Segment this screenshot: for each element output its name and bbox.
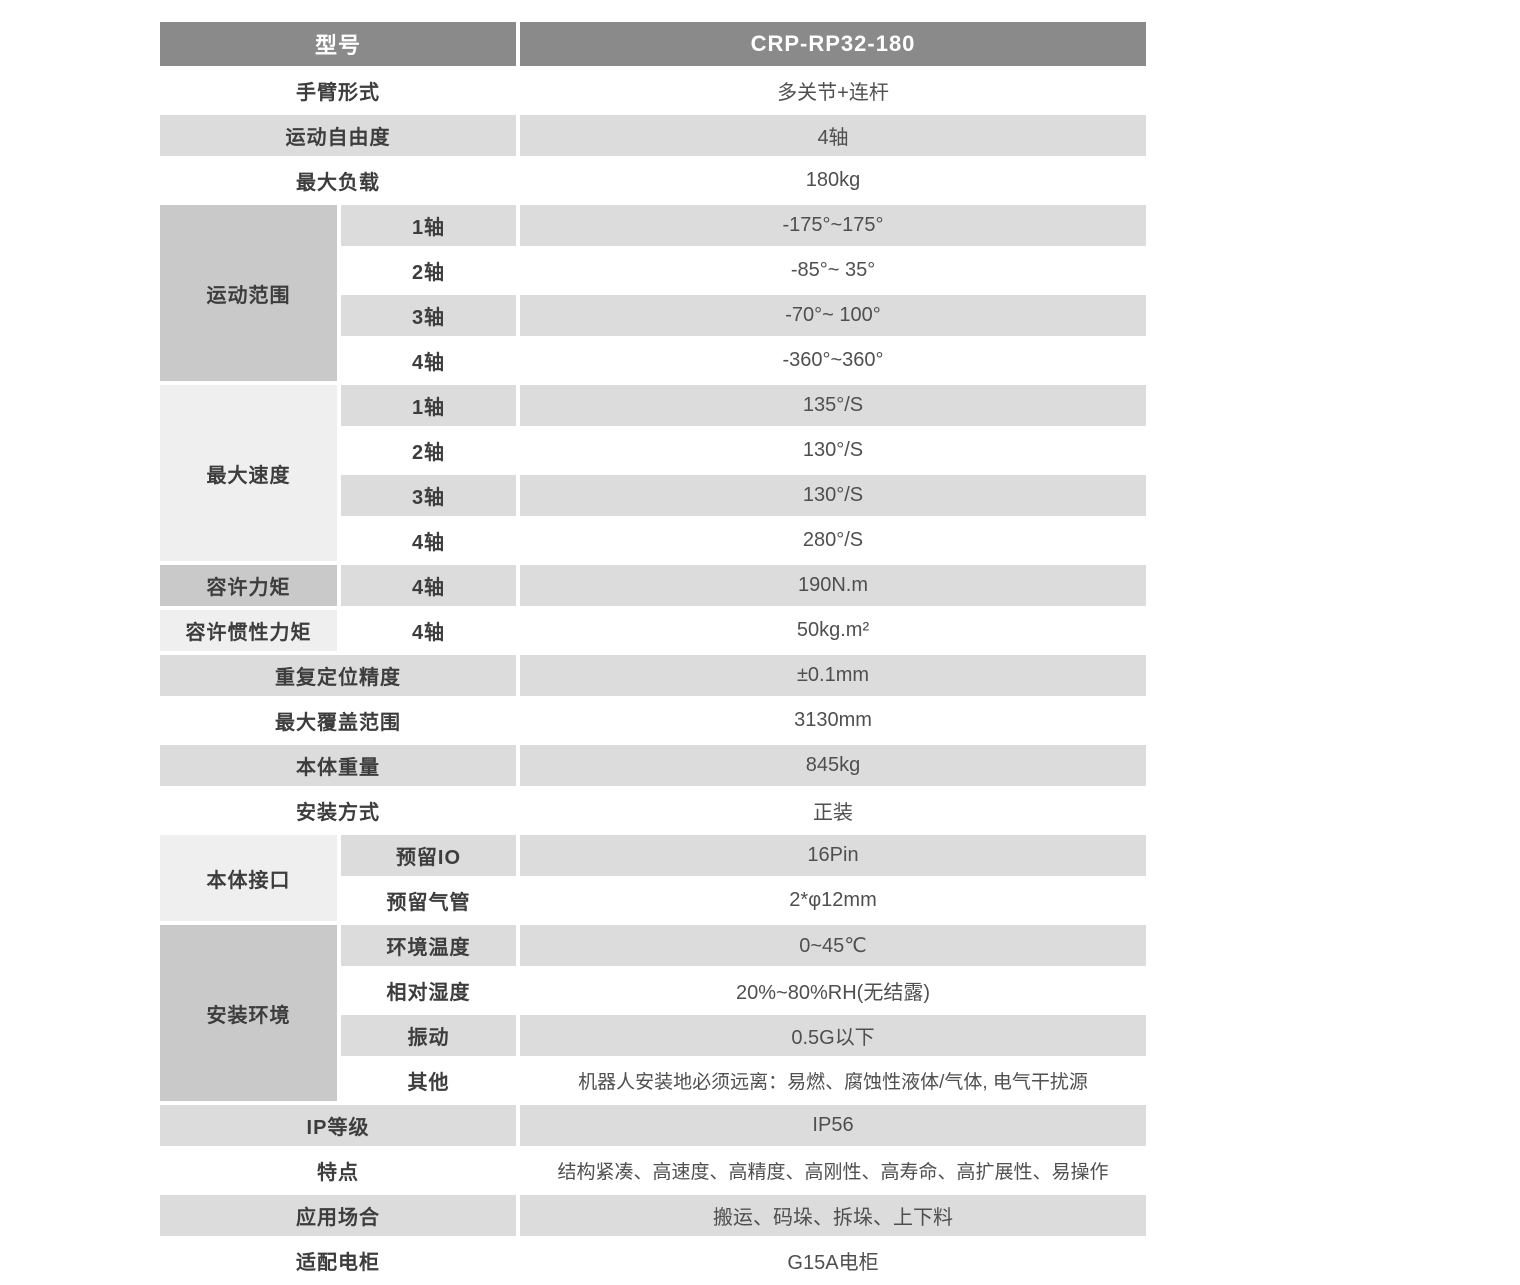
spec-value: 搬运、码垛、拆垛、上下料 — [520, 1195, 1146, 1236]
table-row: 最大负载 180kg — [160, 160, 1146, 201]
table-row: 3轴 130°/S — [160, 475, 1146, 516]
spec-value: 280°/S — [520, 520, 1146, 561]
table-row: 安装方式 正装 — [160, 790, 1146, 831]
spec-value: 多关节+连杆 — [520, 70, 1146, 111]
sub-label: 4轴 — [341, 520, 517, 561]
table-header-row: 型号 CRP-RP32-180 — [160, 22, 1146, 66]
spec-value: 结构紧凑、高速度、高精度、高刚性、高寿命、高扩展性、易操作 — [520, 1150, 1146, 1191]
table-row: 应用场合 搬运、码垛、拆垛、上下料 — [160, 1195, 1146, 1236]
table-row: 本体重量 845kg — [160, 745, 1146, 786]
sub-label: 3轴 — [341, 295, 517, 336]
spec-value: ±0.1mm — [520, 655, 1146, 696]
spec-label: 特点 — [160, 1150, 517, 1191]
spec-label: 重复定位精度 — [160, 655, 517, 696]
table-row: 其他 机器人安装地必须远离：易燃、腐蚀性液体/气体, 电气干扰源 — [160, 1060, 1146, 1101]
spec-value: 190N.m — [520, 565, 1146, 606]
table-row: 2轴 -85°~ 35° — [160, 250, 1146, 291]
sub-label: 其他 — [341, 1060, 517, 1101]
table-row: 容许力矩 4轴 190N.m — [160, 565, 1146, 606]
table-row: 最大覆盖范围 3130mm — [160, 700, 1146, 741]
group-label: 容许力矩 — [160, 565, 337, 606]
spec-value: 130°/S — [520, 475, 1146, 516]
spec-value: 正装 — [520, 790, 1146, 831]
spec-value: 机器人安装地必须远离：易燃、腐蚀性液体/气体, 电气干扰源 — [520, 1060, 1146, 1101]
group-label: 本体接口 — [160, 835, 337, 921]
spec-value: -85°~ 35° — [520, 250, 1146, 291]
spec-label: 适配电柜 — [160, 1240, 517, 1281]
sub-label: 相对湿度 — [341, 970, 517, 1011]
spec-value: -70°~ 100° — [520, 295, 1146, 336]
table-row: 4轴 -360°~360° — [160, 340, 1146, 381]
table-row: 4轴 280°/S — [160, 520, 1146, 561]
sub-label: 预留气管 — [341, 880, 517, 921]
spec-value: -360°~360° — [520, 340, 1146, 381]
table-row: 重复定位精度 ±0.1mm — [160, 655, 1146, 696]
spec-label: 最大负载 — [160, 160, 517, 201]
spec-value: -175°~175° — [520, 205, 1146, 246]
spec-value: 0~45℃ — [520, 925, 1146, 966]
table-row: 本体接口 预留IO 16Pin — [160, 835, 1146, 921]
sub-label: 1轴 — [341, 385, 517, 426]
sub-label: 4轴 — [341, 565, 517, 606]
spec-table-body: 型号 CRP-RP32-180 手臂形式 多关节+连杆 运动自由度 4轴 最大负载 180kg… — [160, 22, 1146, 1281]
spec-value: 50kg.m² — [520, 610, 1146, 651]
spec-label: 应用场合 — [160, 1195, 517, 1236]
sub-label: 2轴 — [341, 430, 517, 471]
spec-label: 安装方式 — [160, 790, 517, 831]
table-row: 运动自由度 4轴 — [160, 115, 1146, 156]
table-row: 运动范围 1轴 -175°~175° — [160, 205, 1146, 381]
spec-label: IP等级 — [160, 1105, 517, 1146]
group-label: 安装环境 — [160, 925, 337, 1101]
table-row: 安装环境 环境温度 0~45℃ — [160, 925, 1146, 1101]
table-row: 手臂形式 多关节+连杆 — [160, 70, 1146, 111]
spec-value: IP56 — [520, 1105, 1146, 1146]
sub-label: 4轴 — [341, 610, 517, 651]
spec-value: 135°/S — [520, 385, 1146, 426]
spec-value: 20%~80%RH(无结露) — [520, 970, 1146, 1011]
spec-label: 最大覆盖范围 — [160, 700, 517, 741]
model-header-label: 型号 — [160, 22, 517, 66]
table-row: 振动 0.5G以下 — [160, 1015, 1146, 1056]
table-row: 相对湿度 20%~80%RH(无结露) — [160, 970, 1146, 1011]
table-row: 预留气管 2*φ12mm — [160, 880, 1146, 921]
spec-label: 手臂形式 — [160, 70, 517, 111]
spec-table: 型号 CRP-RP32-180 手臂形式 多关节+连杆 运动自由度 4轴 最大负载 180kg… — [156, 18, 1150, 1285]
spec-value: 3130mm — [520, 700, 1146, 741]
table-row: 容许惯性力矩 4轴 50kg.m² — [160, 610, 1146, 651]
table-row: 特点 结构紧凑、高速度、高精度、高刚性、高寿命、高扩展性、易操作 — [160, 1150, 1146, 1191]
sub-label: 1轴 — [341, 205, 517, 246]
model-header-value: CRP-RP32-180 — [520, 22, 1146, 66]
spec-value: 845kg — [520, 745, 1146, 786]
spec-value: 0.5G以下 — [520, 1015, 1146, 1056]
table-row: 适配电柜 G15A电柜 — [160, 1240, 1146, 1281]
sub-label: 2轴 — [341, 250, 517, 291]
spec-value: G15A电柜 — [520, 1240, 1146, 1281]
group-label: 运动范围 — [160, 205, 337, 381]
sub-label: 预留IO — [341, 835, 517, 876]
spec-value: 4轴 — [520, 115, 1146, 156]
spec-label: 本体重量 — [160, 745, 517, 786]
table-row: 最大速度 1轴 135°/S — [160, 385, 1146, 561]
table-row: 3轴 -70°~ 100° — [160, 295, 1146, 336]
table-row: 2轴 130°/S — [160, 430, 1146, 471]
group-label: 容许惯性力矩 — [160, 610, 337, 651]
sub-label: 振动 — [341, 1015, 517, 1056]
group-label: 最大速度 — [160, 385, 337, 561]
sub-label: 环境温度 — [341, 925, 517, 966]
table-row: IP等级 IP56 — [160, 1105, 1146, 1146]
sub-label: 4轴 — [341, 340, 517, 381]
sub-label: 3轴 — [341, 475, 517, 516]
spec-value: 2*φ12mm — [520, 880, 1146, 921]
spec-value: 180kg — [520, 160, 1146, 201]
spec-value: 130°/S — [520, 430, 1146, 471]
spec-value: 16Pin — [520, 835, 1146, 876]
spec-label: 运动自由度 — [160, 115, 517, 156]
